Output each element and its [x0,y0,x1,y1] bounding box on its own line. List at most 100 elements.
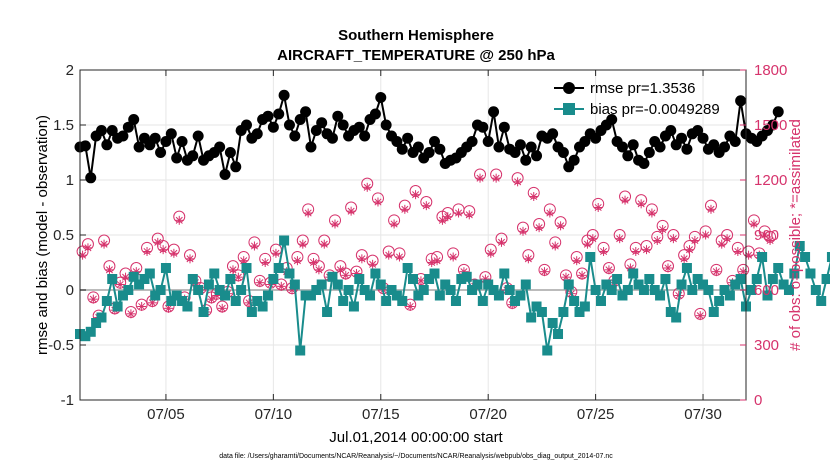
asterisk-stroke [250,242,258,250]
asterisk-stroke [637,200,645,208]
asterisk-stroke [164,304,173,312]
legend: rmse pr=1.3536 bias pr=-0.0049289 [554,80,720,118]
obs-assimilated-point [556,221,566,231]
bias-point [671,312,682,323]
bias-point [187,274,198,284]
obs-assimilated-point [368,259,378,269]
bias-point [590,285,601,295]
bias-point [413,290,424,301]
asterisk-stroke [739,268,747,276]
obs-assimilated-point [164,303,174,313]
bias-point [193,285,204,295]
asterisk-stroke [696,312,704,320]
bias-point [681,263,692,273]
rmse-point [697,132,709,144]
bias-point [450,296,461,306]
asterisk-stroke [320,240,328,248]
bias-point [246,307,257,317]
obs-assimilated-point [642,245,652,255]
asterisk-stroke [648,209,656,217]
asterisk-stroke [519,227,527,235]
rmse-point [176,136,188,147]
asterisk-stroke [761,231,769,239]
rmse-point [214,141,226,153]
bias-point [579,301,590,312]
bias-point [547,318,558,328]
rmse-point [488,106,500,118]
x-tick-label-0: 07/05 [147,406,185,423]
bias-point [128,271,139,282]
asterisk-stroke [680,255,688,263]
obs-assimilated-point [153,237,163,247]
rmse-point [149,132,161,144]
bias-point [262,290,273,301]
asterisk-stroke [138,302,146,311]
asterisk-stroke [702,231,710,239]
asterisk-stroke [336,266,344,274]
obs-assimilated-point [443,212,453,222]
asterisk-stroke [562,273,570,281]
legend-rmse-label: rmse pr=1.3536 [590,80,695,97]
rmse-point [466,136,478,147]
bias-point [703,285,714,295]
bias-point [155,285,166,295]
obs-assimilated-point [652,236,662,245]
rmse-point [278,89,290,101]
obs-assimilated-point [249,241,259,251]
bias-point [746,285,757,295]
asterisk-stroke [691,236,699,245]
asterisk-stroke [653,236,661,245]
legend-bias-label: bias pr=-0.0049289 [590,101,720,118]
bias-point [821,274,830,284]
rmse-point [423,147,435,158]
asterisk-stroke [583,240,591,248]
obs-assimilated-point [99,239,109,249]
rmse-point [579,136,591,147]
bias-point [279,235,290,246]
rmse-point [369,108,381,120]
rmse-point [434,143,446,155]
asterisk-stroke [718,240,726,248]
bias-point [714,296,725,306]
bias-point [322,307,333,317]
obs-assimilated-point [174,215,184,225]
obs-assimilated-point [244,298,254,308]
rmse-point [267,121,279,133]
obs-assimilated-point [405,302,415,311]
rmse-point [654,141,666,153]
obs-assimilated-point [394,252,404,262]
bias-point [257,301,268,312]
bias-point [800,252,811,262]
obs-assimilated-point [749,219,759,229]
chart-title: Southern Hemisphere [338,27,494,44]
obs-assimilated-point [464,210,474,220]
asterisk-stroke [664,264,672,272]
obs-assimilated-point [663,263,673,273]
asterisk-stroke [309,258,318,267]
asterisk-stroke [621,196,629,204]
asterisk-stroke [444,213,452,221]
bias-point [644,274,655,284]
rmse-point [627,139,639,151]
bias-point [472,279,483,290]
rmse-point [772,106,784,118]
bias-point [676,279,687,290]
legend-rmse-marker [563,82,575,94]
asterisk-stroke [100,240,108,248]
bias-point [638,285,649,295]
asterisk-stroke [127,310,135,318]
bias-point [327,271,338,282]
obs-assimilated-point [298,239,308,249]
bias-point [241,263,252,273]
y2-tick-label-2: 600 [754,282,779,299]
bias-point [80,331,91,342]
bias-point [429,268,440,279]
rmse-point [375,92,387,103]
asterisk-stroke [240,257,248,265]
obs-assimilated-point [545,208,555,218]
bias-point [698,279,709,290]
bias-point [252,296,263,306]
obs-assimilated-point [658,225,668,234]
bias-point [332,279,343,290]
asterisk-stroke [546,209,554,217]
